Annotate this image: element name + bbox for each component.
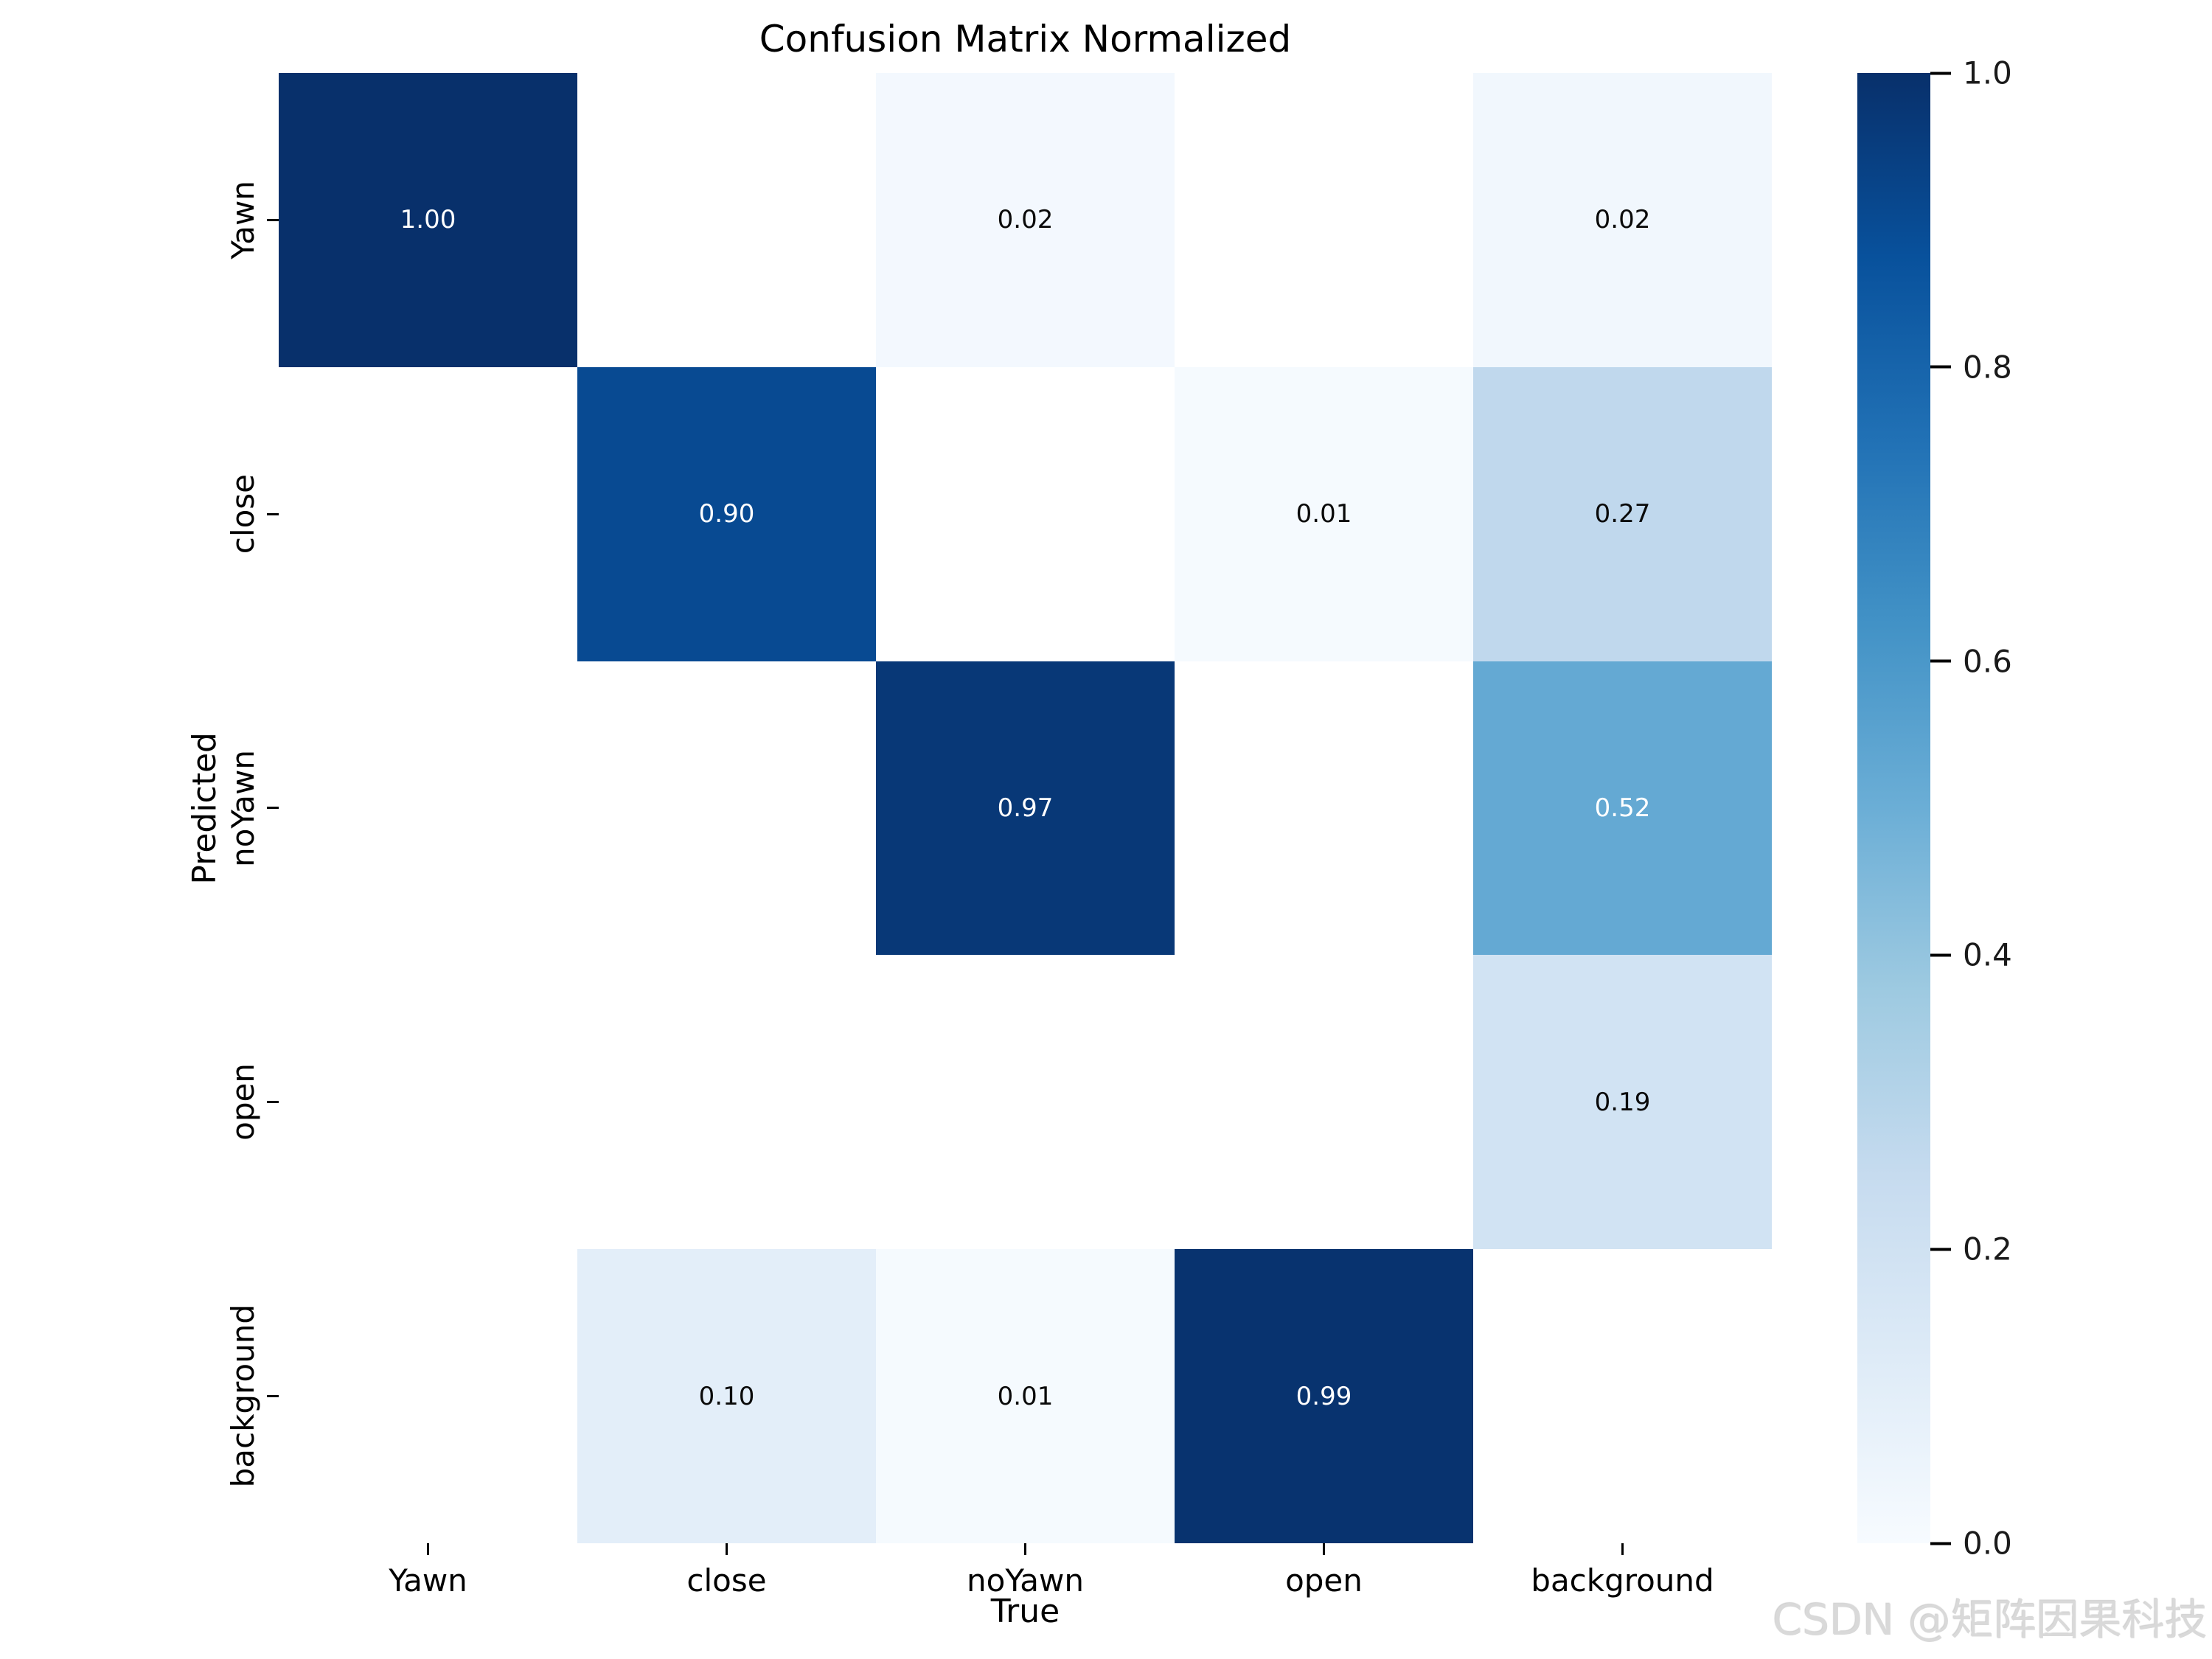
- colorbar-tick-mark: [1930, 953, 1951, 957]
- heatmap-cell: [1473, 1249, 1772, 1543]
- heatmap-cell: [577, 661, 876, 956]
- heatmap-cell: [876, 955, 1175, 1250]
- x-tick: open: [1175, 1543, 1473, 1624]
- y-tick: Yawn: [224, 73, 279, 367]
- colorbar-tick-mark: [1930, 1542, 1951, 1545]
- heatmap-cell: [1175, 661, 1473, 956]
- heatmap-cell: 0.02: [876, 73, 1175, 367]
- colorbar-tick: 0.6: [1930, 643, 2012, 679]
- x-tick-mark: [1323, 1543, 1325, 1555]
- heatmap-cell: [577, 73, 876, 367]
- y-tick: background: [224, 1249, 279, 1543]
- y-tick-mark: [267, 1395, 279, 1398]
- colorbar-tick-mark: [1930, 1248, 1951, 1251]
- chart-title: Confusion Matrix Normalized: [759, 18, 1292, 60]
- colorbar-tick-label: 0.4: [1963, 936, 2012, 973]
- x-tick-label: open: [1285, 1562, 1363, 1599]
- x-tick-mark: [427, 1543, 429, 1555]
- colorbar-tick-label: 0.0: [1963, 1525, 2012, 1562]
- heatmap-cell: [876, 366, 1175, 661]
- x-tick: background: [1473, 1543, 1772, 1624]
- heatmap-cell: [1175, 955, 1473, 1250]
- colorbar-tick: 0.0: [1930, 1526, 2012, 1562]
- heatmap-cell: [279, 1249, 577, 1543]
- colorbar-tick-label: 0.6: [1963, 643, 2012, 680]
- y-tick-label: noYawn: [225, 749, 261, 867]
- x-tick-label: Yawn: [389, 1562, 467, 1599]
- colorbar-tick-label: 1.0: [1963, 55, 2012, 91]
- colorbar-tick-mark: [1930, 365, 1951, 369]
- colorbar-tick: 0.2: [1930, 1231, 2012, 1267]
- heatmap-cell: 0.27: [1473, 366, 1772, 661]
- heatmap-cell: 0.02: [1473, 73, 1772, 367]
- y-tick: open: [224, 955, 279, 1249]
- y-axis-label-text: Predicted: [185, 731, 223, 885]
- y-tick: close: [224, 367, 279, 661]
- heatmap-cell: [1175, 73, 1473, 367]
- x-axis-label: True: [990, 1593, 1060, 1630]
- colorbar-ticks: 1.0 0.8 0.6 0.4 0.2 0.0: [1930, 55, 2093, 1562]
- heatmap-grid: 1.00 0.02 0.02 0.90 0.01 0.27 0.97 0.52 0.19 0.10…: [279, 73, 1772, 1543]
- heatmap-cell: [279, 366, 577, 661]
- heatmap-cell: 0.10: [577, 1249, 876, 1543]
- y-tick-label: open: [225, 1063, 261, 1141]
- heatmap-cell: 0.19: [1473, 955, 1772, 1250]
- heatmap-cell: 0.90: [577, 366, 876, 661]
- colorbar-tick: 1.0: [1930, 55, 2012, 91]
- y-tick-mark: [267, 218, 279, 221]
- heatmap-cell: 0.01: [876, 1249, 1175, 1543]
- x-axis-ticks: Yawn close noYawn open background: [279, 1543, 1772, 1624]
- y-tick: noYawn: [224, 661, 279, 956]
- heatmap-cell: 0.99: [1175, 1249, 1473, 1543]
- x-tick: Yawn: [279, 1543, 577, 1624]
- heatmap-cell: 0.01: [1175, 366, 1473, 661]
- colorbar-tick-mark: [1930, 72, 1951, 74]
- colorbar-gradient: [1857, 73, 1930, 1543]
- colorbar-tick-label: 0.2: [1963, 1231, 2012, 1267]
- y-axis-ticks: Yawn close noYawn open background: [224, 73, 279, 1543]
- x-tick-mark: [726, 1543, 728, 1555]
- x-tick-label: noYawn: [967, 1562, 1084, 1599]
- heatmap-cell: 1.00: [279, 73, 577, 367]
- colorbar-tick-label: 0.8: [1963, 349, 2012, 386]
- y-tick-label: close: [225, 474, 261, 554]
- x-tick-label: background: [1531, 1562, 1714, 1599]
- watermark-text: CSDN @矩阵因果科技: [1773, 1595, 2208, 1645]
- y-tick-label: background: [225, 1304, 261, 1488]
- y-axis-label: Predicted: [186, 73, 223, 1543]
- x-tick-mark: [1024, 1543, 1026, 1555]
- colorbar-tick-mark: [1930, 659, 1951, 663]
- y-tick-mark: [267, 1101, 279, 1104]
- heatmap-cell: 0.52: [1473, 661, 1772, 956]
- y-tick-label: Yawn: [225, 181, 261, 260]
- colorbar-tick: 0.8: [1930, 349, 2012, 385]
- heatmap-cell: 0.97: [876, 661, 1175, 956]
- x-tick: close: [577, 1543, 876, 1624]
- colorbar-tick: 0.4: [1930, 937, 2012, 973]
- heatmap-cell: [279, 661, 577, 956]
- x-tick-mark: [1621, 1543, 1624, 1555]
- heatmap-cell: [279, 955, 577, 1250]
- x-tick: noYawn: [876, 1543, 1175, 1624]
- y-tick-mark: [267, 512, 279, 515]
- heatmap-cell: [577, 955, 876, 1250]
- y-tick-mark: [267, 807, 279, 810]
- x-tick-label: close: [686, 1562, 767, 1599]
